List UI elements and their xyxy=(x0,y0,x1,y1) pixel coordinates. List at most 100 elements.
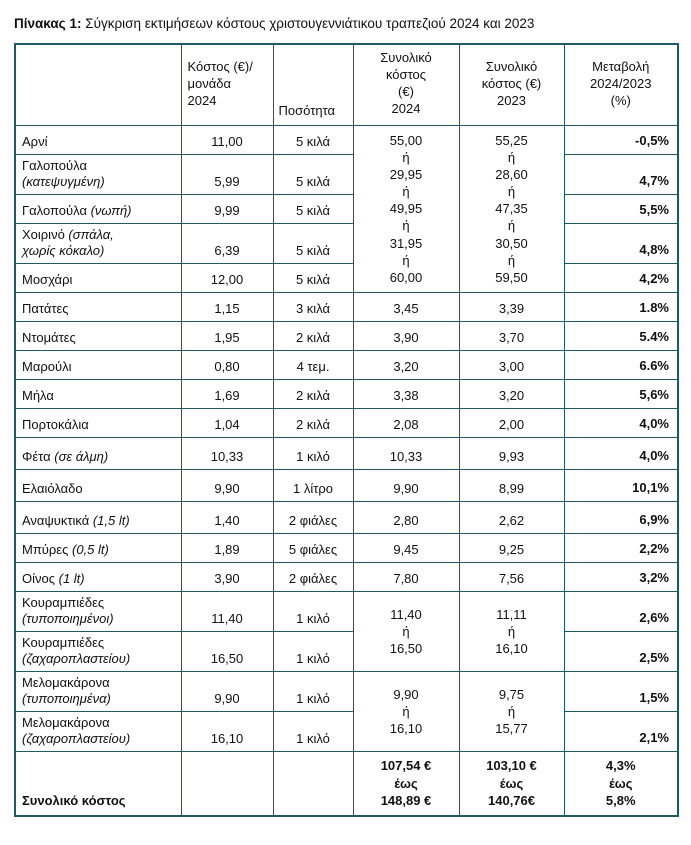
cell-quantity: 5 κιλά xyxy=(272,263,354,294)
cell-total-2023: 3,20 xyxy=(458,379,565,410)
cell-change: 4,0% xyxy=(563,437,679,471)
cell-quantity: 1 κιλό xyxy=(272,631,354,673)
cell-total-2023-melomakarona: 9,75 ή 15,77 xyxy=(458,671,565,753)
header-unit-cost: Κόστος (€)/ μονάδα 2024 xyxy=(180,43,274,127)
cell-product: Κουραμπιέδες (ζαχαροπλαστείου) xyxy=(14,631,182,673)
cell-unit-cost: 10,33 xyxy=(180,437,274,471)
cell-quantity: 2 κιλά xyxy=(272,408,354,439)
cell-total-2024: 9,90 xyxy=(352,469,460,503)
product-note: (τυποποιημένοι) xyxy=(22,611,114,627)
table-row: Γαλοπούλα (κατεψυγμένη) 5,99 5 κιλά 4,7% xyxy=(14,154,679,196)
product-note: (1,5 lt) xyxy=(89,513,130,529)
product-name: Αναψυκτικά xyxy=(22,513,90,529)
table-row: Μελομακάρονα (ζαχαροπλαστείου) 16,10 1 κ… xyxy=(14,711,679,753)
table-row: Αναψυκτικά (1,5 lt) 1,40 2 φιάλες 2,80 2… xyxy=(14,501,679,535)
cell-product: Οίνος (1 lt) xyxy=(14,562,182,593)
table-row: Χοιρινό (σπάλα, χωρίς κόκαλο) 6,39 5 κιλ… xyxy=(14,223,679,265)
cell-total-2024: 3,90 xyxy=(352,321,460,352)
cell-unit-cost: 12,00 xyxy=(180,263,274,294)
product-name: Χοιρινό xyxy=(22,226,65,242)
cell-product: Μήλα xyxy=(14,379,182,410)
cell-product: Γαλοπούλα (νωπή) xyxy=(14,194,182,225)
cell-quantity: 1 κιλό xyxy=(272,437,354,471)
product-name: Μελομακάρονα xyxy=(22,714,110,730)
product-name: Οίνος xyxy=(22,571,55,587)
table-row: Ντομάτες 1,95 2 κιλά 3,90 3,70 5.4% xyxy=(14,321,679,352)
table-row: Μήλα 1,69 2 κιλά 3,38 3,20 5,6% xyxy=(14,379,679,410)
cell-unit-cost: 0,80 xyxy=(180,350,274,381)
cell-quantity: 2 φιάλες xyxy=(272,562,354,593)
cell-unit-cost: 11,00 xyxy=(180,125,274,156)
cell-change: 1,5% xyxy=(563,671,679,713)
cell-unit-cost: 1,89 xyxy=(180,533,274,564)
cell-quantity: 3 κιλά xyxy=(272,292,354,323)
header-product xyxy=(14,43,182,127)
product-note: (τυποποιημένα) xyxy=(22,691,111,707)
cell-quantity: 2 κιλά xyxy=(272,321,354,352)
cell-quantity: 5 κιλά xyxy=(272,223,354,265)
cell-total-2024: 3,45 xyxy=(352,292,460,323)
product-name: Μήλα xyxy=(22,388,54,404)
cell-total-2023: 3,70 xyxy=(458,321,565,352)
product-note: (0,5 lt) xyxy=(68,542,109,558)
cell-change: 6.6% xyxy=(563,350,679,381)
header-total-2023: Συνολικό κόστος (€) 2023 xyxy=(458,43,565,127)
cell-product: Μπύρες (0,5 lt) xyxy=(14,533,182,564)
product-name: Πατάτες xyxy=(22,301,69,317)
product-name: Πορτοκάλια xyxy=(22,417,89,433)
cell-unit-cost: 11,40 xyxy=(180,591,274,633)
product-name: Κουραμπιέδες xyxy=(22,594,105,610)
cell-unit-cost: 9,90 xyxy=(180,469,274,503)
cell-product: Ντομάτες xyxy=(14,321,182,352)
cell-total-2023: 9,25 xyxy=(458,533,565,564)
cell-unit-cost: 9,99 xyxy=(180,194,274,225)
table-row: Γαλοπούλα (νωπή) 9,99 5 κιλά 5,5% xyxy=(14,194,679,225)
table-row: Πορτοκάλια 1,04 2 κιλά 2,08 2,00 4,0% xyxy=(14,408,679,439)
cell-total-2024: 2,80 xyxy=(352,501,460,535)
cell-quantity: 5 κιλά xyxy=(272,154,354,196)
cell-quantity: 5 φιάλες xyxy=(272,533,354,564)
cell-quantity: 5 κιλά xyxy=(272,125,354,156)
cell-product: Γαλοπούλα (κατεψυγμένη) xyxy=(14,154,182,196)
cell-total-2023: 7,56 xyxy=(458,562,565,593)
cell-unit-cost: 1,04 xyxy=(180,408,274,439)
product-name: Αρνί xyxy=(22,134,48,150)
table-row: Μπύρες (0,5 lt) 1,89 5 φιάλες 9,45 9,25 … xyxy=(14,533,679,564)
cell-product: Αναψυκτικά (1,5 lt) xyxy=(14,501,182,535)
table-row: Οίνος (1 lt) 3,90 2 φιάλες 7,80 7,56 3,2… xyxy=(14,562,679,593)
product-name: Μελομακάρονα xyxy=(22,674,110,690)
cell-product: Πατάτες xyxy=(14,292,182,323)
product-name: Μοσχάρι xyxy=(22,272,73,288)
table-row: Μοσχάρι 12,00 5 κιλά 4,2% xyxy=(14,263,679,294)
cell-change: 3,2% xyxy=(563,562,679,593)
cell-unit-cost: 5,99 xyxy=(180,154,274,196)
cell-product: Φέτα (σε άλμη) xyxy=(14,437,182,471)
cell-unit-cost: 1,40 xyxy=(180,501,274,535)
cell-product: Μελομακάρονα (τυποποιημένα) xyxy=(14,671,182,713)
cell-totals-label: Συνολικό κόστος xyxy=(14,751,182,817)
product-note: (νωπή) xyxy=(86,203,132,219)
cell-quantity: 1 λίτρο xyxy=(272,469,354,503)
cell-total-2024: 7,80 xyxy=(352,562,460,593)
cell-unit-cost: 16,50 xyxy=(180,631,274,673)
cell-change: 4,8% xyxy=(563,223,679,265)
cell-totals-change: 4,3% έως 5,8% xyxy=(563,751,679,817)
cell-change: 2,2% xyxy=(563,533,679,564)
cell-totals-2023: 103,10 € έως 140,76€ xyxy=(458,751,565,817)
cell-quantity: 4 τεμ. xyxy=(272,350,354,381)
cell-total-2023: 3,39 xyxy=(458,292,565,323)
table-row: Κουραμπιέδες (τυποποιημένοι) 11,40 1 κιλ… xyxy=(14,591,679,673)
header-row: Κόστος (€)/ μονάδα 2024 Ποσότητα Συνολικ… xyxy=(14,43,679,127)
header-total-2024: Συνολικό κόστος (€) 2024 xyxy=(352,43,460,127)
cell-change: 5.4% xyxy=(563,321,679,352)
totals-row: Συνολικό κόστος 107,54 € έως 148,89 € 10… xyxy=(14,751,679,817)
cell-change: 2,1% xyxy=(563,711,679,753)
cell-change: -0,5% xyxy=(563,125,679,156)
cell-total-2024: 3,20 xyxy=(352,350,460,381)
cell-unit-cost: 16,10 xyxy=(180,711,274,753)
table-row: Αρνί 11,00 5 κιλά 55,00 ή 29,95 ή 49,95 … xyxy=(14,125,679,294)
cell-unit-cost: 1,15 xyxy=(180,292,274,323)
cell-total-2024-kourabiedes: 11,40 ή 16,50 xyxy=(352,591,460,673)
table-caption-label: Πίνακας 1: xyxy=(14,16,82,31)
cell-totals-2024: 107,54 € έως 148,89 € xyxy=(352,751,460,817)
